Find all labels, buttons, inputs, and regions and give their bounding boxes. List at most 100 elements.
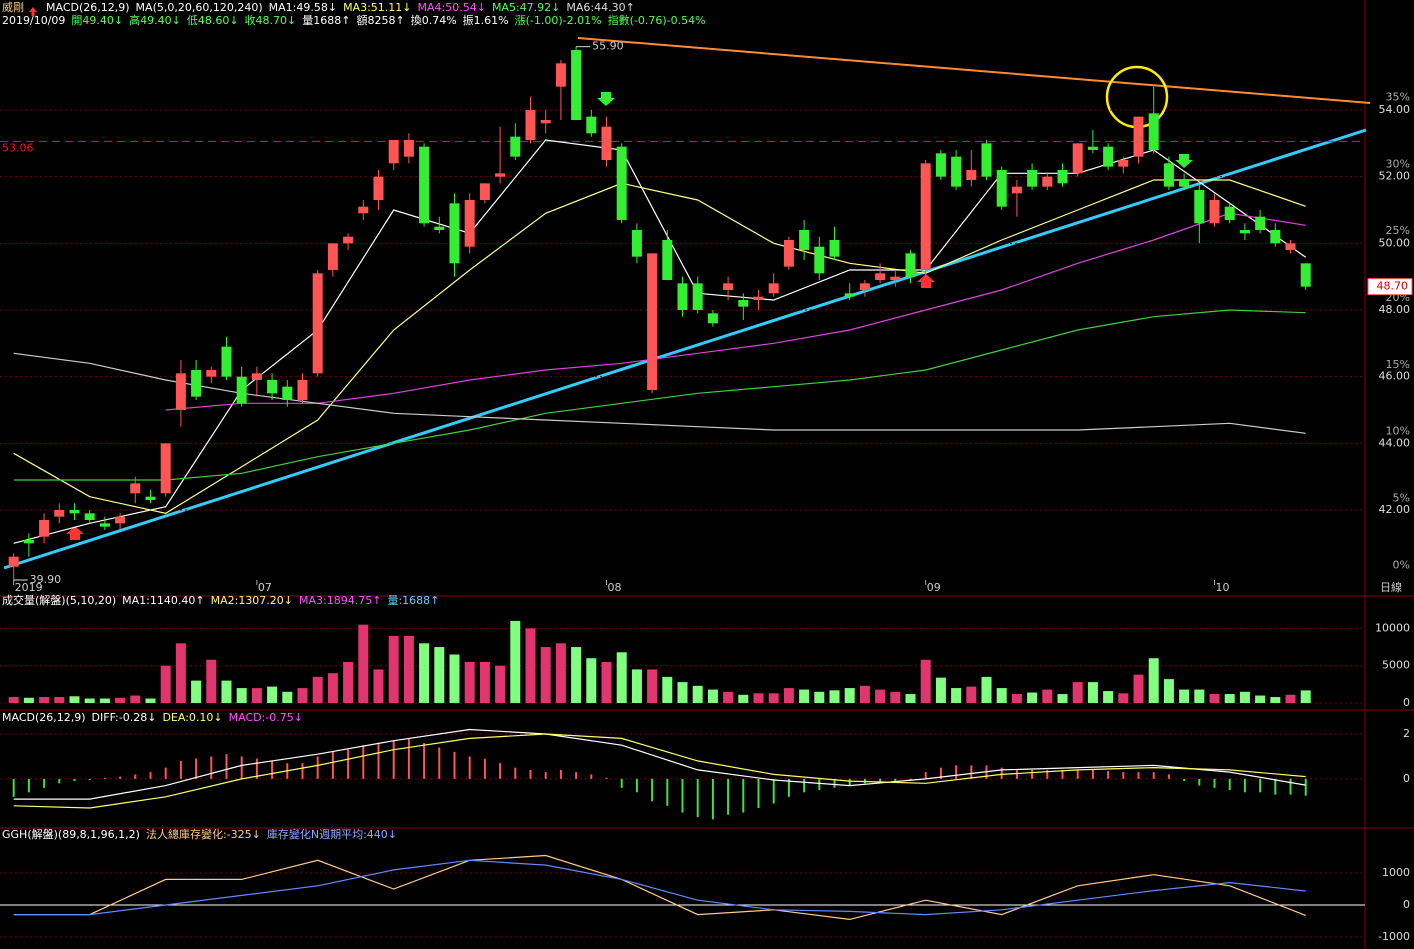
buy-signal: [917, 274, 935, 288]
volume-bar: [677, 682, 688, 703]
volume-bar: [160, 665, 171, 703]
candle-body: [312, 273, 323, 374]
volume-bar: [1027, 692, 1038, 703]
candle-body: [1057, 170, 1068, 184]
candle-body: [267, 380, 278, 394]
y-tick-label: 48.00: [1379, 303, 1411, 316]
candle-body: [479, 183, 490, 200]
volume-bar: [555, 643, 566, 703]
candle-body: [1300, 263, 1311, 287]
candle-body: [495, 173, 506, 177]
volume-bar: [540, 647, 551, 703]
volume-bar: [1163, 679, 1174, 703]
volume-bar: [373, 669, 384, 703]
candle-body: [69, 510, 80, 514]
candle-body: [403, 140, 414, 157]
volume-bar: [39, 697, 50, 703]
y-tick-label: 50.00: [1379, 236, 1411, 249]
volume-bar: [191, 680, 202, 703]
candle-body: [1163, 163, 1174, 187]
candle-body: [1027, 170, 1038, 187]
candle-body: [1194, 190, 1205, 224]
volume-bar: [996, 688, 1007, 703]
volume-bar: [403, 635, 414, 703]
indicator-line: [13, 859, 1306, 916]
volume-bar: [1285, 694, 1296, 703]
candle-body: [814, 246, 825, 274]
volume-bar: [449, 654, 460, 703]
header-item: MA6:44.30↑: [566, 1, 634, 14]
candle-body: [1011, 186, 1022, 194]
volume-bar: [54, 697, 65, 703]
y-tick-label: 5000: [1382, 659, 1410, 672]
candle-body: [282, 386, 293, 400]
y-tick-label: 42.00: [1379, 503, 1411, 516]
volume-bar: [1011, 694, 1022, 703]
indicator-line: [13, 309, 1306, 481]
panel-header: MACD(26,12,9) MA(5,0,20,60,120,240) MA1:49…: [46, 1, 635, 14]
panel-header: 2019/10/09 開49.40↓ 高49.40↓ 低48.60↓ 收48.70↓ 量1…: [2, 13, 706, 27]
header-item: 高49.40↓: [129, 13, 181, 27]
volume-bar: [966, 686, 977, 703]
candle-body: [1133, 116, 1144, 157]
candle-body: [1179, 180, 1190, 187]
y-tick-label: 52.00: [1379, 170, 1411, 183]
volume-bar: [434, 647, 445, 703]
candle-body: [738, 300, 749, 307]
volume-bar: [358, 624, 369, 703]
candle-body: [677, 283, 688, 310]
y-tick-label: 25%: [1386, 224, 1410, 237]
candle-body: [388, 140, 399, 164]
x-tick-label: 09: [927, 581, 941, 594]
header-item: MA5:47.92↓: [492, 1, 560, 14]
volume-bar: [175, 643, 186, 703]
header-item: 成交量(解盤)(5,10,20): [2, 593, 116, 607]
candle-body: [1239, 230, 1250, 234]
candle-body: [951, 156, 962, 187]
candle-body: [692, 283, 703, 310]
last-price-box: [1367, 278, 1413, 296]
candle-body: [1118, 160, 1129, 167]
volume-bar: [875, 689, 886, 703]
volume-bar: [388, 635, 399, 703]
header-item: MA1:49.58↓: [269, 1, 337, 14]
candle-body: [1087, 146, 1098, 150]
header-item: 法人總庫存變化:-325↓: [146, 827, 261, 841]
candle-body: [966, 170, 977, 180]
header-item: MACD(26,12,9): [2, 711, 86, 724]
volume-bar: [1194, 689, 1205, 703]
candle-body: [875, 273, 886, 280]
candle-body: [373, 176, 384, 200]
volume-bar: [343, 661, 354, 703]
header-item: MA3:1894.75↑: [299, 594, 381, 607]
header-item: DIFF:-0.28↓: [92, 711, 157, 724]
x-tick-label: 08: [607, 581, 621, 594]
header-item: MA2:1307.20↓: [211, 594, 293, 607]
volume-bar: [1255, 695, 1266, 703]
indicator-line: [13, 733, 1306, 809]
header-item: 量:1688↑: [387, 594, 439, 607]
candle-body: [616, 146, 627, 220]
candle-body: [1255, 216, 1266, 230]
candle-body: [1103, 146, 1114, 167]
y-tick-label: 35%: [1386, 91, 1410, 104]
resistance-trendline: [577, 37, 1371, 104]
volume-bar: [844, 688, 855, 703]
volume-bar: [297, 688, 308, 703]
candle-body: [555, 63, 566, 87]
volume-bar: [145, 698, 156, 703]
header-item: 額8258↑: [357, 14, 405, 27]
candle-body: [723, 283, 734, 290]
volume-bar: [206, 659, 217, 703]
volume-bar: [753, 693, 764, 703]
volume-bar: [738, 694, 749, 703]
candle-body: [434, 226, 445, 230]
candle-body: [647, 253, 658, 390]
volume-bar: [1239, 691, 1250, 703]
volume-bar: [419, 643, 430, 703]
y-tick-label: 15%: [1386, 358, 1410, 371]
candle-body: [343, 236, 354, 244]
volume-bar: [495, 665, 506, 703]
candle-body: [981, 143, 992, 177]
